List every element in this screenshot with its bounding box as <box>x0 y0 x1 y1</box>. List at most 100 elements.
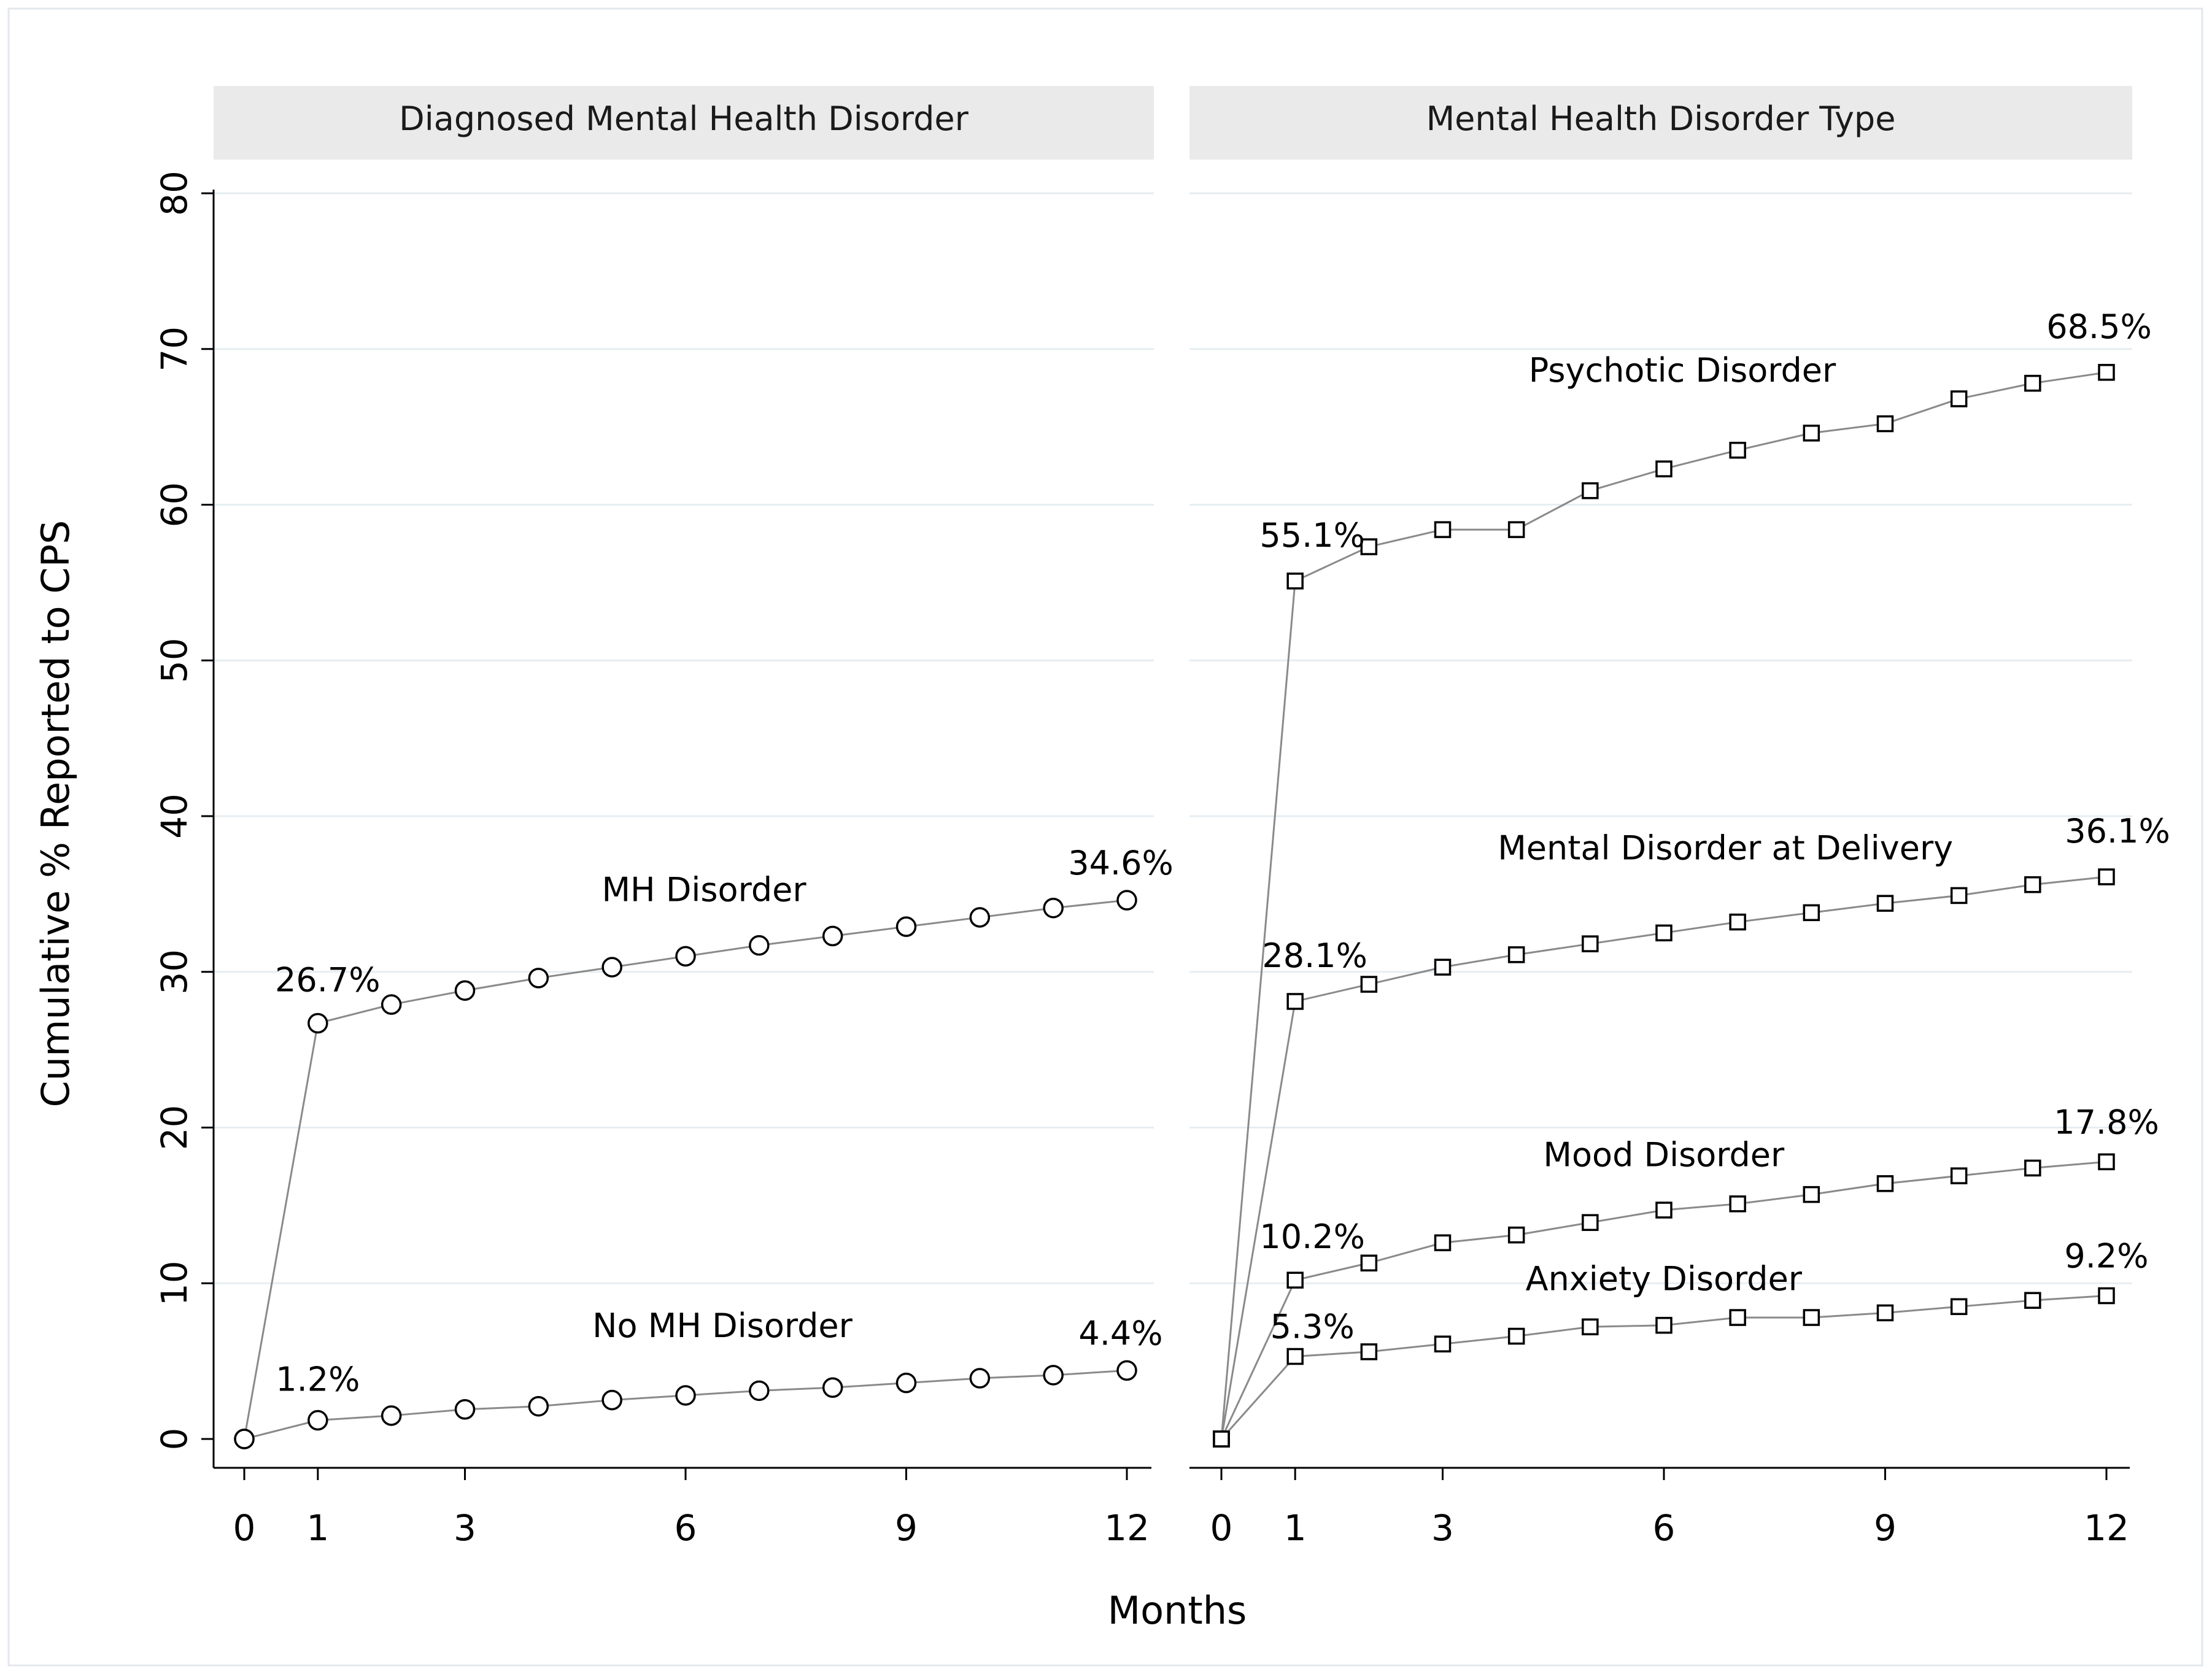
panel-1-no-mh-disorder-point-4 <box>528 1395 549 1417</box>
panel-1-no-mh-disorder-point-7 <box>749 1380 770 1402</box>
panel-2-psychotic-disorder-point-12 <box>2098 364 2115 381</box>
panel-1-mh-disorder-point-2 <box>381 994 402 1015</box>
panel-2-psychotic-disorder-point-7 <box>1729 441 1746 459</box>
panel-2-mental-disorder-at-delivery-point-9 <box>1876 895 1894 912</box>
panel-strips: Diagnosed Mental Health Disorder Mental H… <box>214 86 2132 160</box>
panel-1-mh-disorder-point-8 <box>822 925 843 947</box>
panel-2-anxiety-disorder-name-label: Anxiety Disorder <box>1526 1259 1803 1298</box>
panel-2-mental-disorder-at-delivery-point-1 <box>1286 993 1304 1010</box>
panel-2-anxiety-disorder-point-4 <box>1507 1327 1525 1345</box>
panel-2-mood-disorder-point-7 <box>1729 1195 1746 1213</box>
panel-1-no-mh-disorder-point-2 <box>381 1405 402 1426</box>
panel-2-psychotic-disorder-point-1 <box>1286 573 1304 590</box>
panel-2-x-tick-label-1: 1 <box>1284 1507 1307 1549</box>
panel-1-no-mh-disorder-end-label: 4.4% <box>1078 1314 1162 1352</box>
panel-1-mh-disorder-point-4 <box>528 968 549 989</box>
panel-2-anxiety-disorder-point-12 <box>2098 1287 2115 1305</box>
panel-1-x-tick-label-6: 6 <box>675 1507 697 1549</box>
panel-2-psychotic-disorder-point-10 <box>1950 390 1968 407</box>
y-tick-label-20: 20 <box>153 1105 195 1151</box>
axes-layer: 0 1 3 6 9 12 0 10 20 30 40 50 60 70 80 0 1 3 6 9 12 <box>153 171 2130 1549</box>
panel-2-anxiety-disorder-point-7 <box>1729 1309 1746 1326</box>
panel-2-anxiety-disorder-start-label: 5.3% <box>1270 1308 1355 1346</box>
panel-2-anxiety-disorder-point-9 <box>1876 1304 1894 1322</box>
panel-1-x-tick-label-3: 3 <box>454 1507 476 1549</box>
y-tick-label-30: 30 <box>153 949 195 995</box>
annotation-layer: 26.7% 34.6% MH Disorder 1.2% 4.4% No MH Disor… <box>275 307 2170 1399</box>
panel-2-anxiety-disorder-point-5 <box>1582 1318 1599 1336</box>
panel-1-mh-disorder-point-5 <box>601 957 622 978</box>
panel-2-mood-disorder-point-6 <box>1655 1202 1673 1219</box>
panel-2-anxiety-disorder-point-10 <box>1950 1298 1968 1316</box>
panel-2-x-tick-label-3: 3 <box>1431 1507 1454 1549</box>
series-layer <box>234 364 2115 1449</box>
panel-2-x-tick-label-6: 6 <box>1653 1507 1676 1549</box>
panel-2-mental-disorder-at-delivery-name-label: Mental Disorder at Delivery <box>1498 829 1953 868</box>
y-tick-label-70: 70 <box>153 326 195 372</box>
panel-2-mood-disorder-point-1 <box>1286 1271 1304 1289</box>
panel-2-psychotic-disorder-point-5 <box>1582 482 1599 500</box>
panel-1-mh-disorder-end-label: 34.6% <box>1068 844 1174 882</box>
panel-1-mh-disorder-point-10 <box>969 907 991 928</box>
panel-2-strip <box>1189 86 2132 160</box>
panel-1-mh-disorder-start-label: 26.7% <box>275 960 381 999</box>
panel-2-psychotic-disorder-point-6 <box>1655 460 1673 477</box>
panel-2-mental-disorder-at-delivery-point-11 <box>2024 876 2041 893</box>
panel-2-mental-disorder-at-delivery-point-2 <box>1360 976 1378 993</box>
panel-2-anxiety-disorder-point-3 <box>1434 1335 1452 1352</box>
panel-1-no-mh-disorder-point-3 <box>454 1399 476 1420</box>
y-tick-label-60: 60 <box>153 482 195 528</box>
y-tick-label-10: 10 <box>153 1260 195 1306</box>
panel-2-mood-disorder-point-12 <box>2098 1153 2115 1171</box>
panel-2-anxiety-disorder-end-label: 9.2% <box>2064 1237 2148 1276</box>
panel-1-mh-disorder-name-label: MH Disorder <box>601 870 806 909</box>
panel-2-psychotic-disorder-end-label: 68.5% <box>2046 307 2152 346</box>
panel-1-x-tick-label-9: 9 <box>895 1507 918 1549</box>
panel-2-mood-disorder-point-5 <box>1582 1214 1599 1232</box>
panel-1-x-tick-label-0: 0 <box>233 1507 256 1549</box>
panel-2-mood-disorder-start-label: 10.2% <box>1259 1217 1365 1256</box>
panel-1-mh-disorder-point-1 <box>307 1012 328 1034</box>
panel-1-title: Diagnosed Mental Health Disorder <box>399 99 969 138</box>
panel-2-anxiety-disorder-point-1 <box>1286 1348 1304 1365</box>
y-axis-title: Cumulative % Reported to CPS <box>33 520 78 1108</box>
panel-2-x-tick-label-0: 0 <box>1210 1507 1233 1549</box>
panel-2-mental-disorder-at-delivery-point-7 <box>1729 913 1746 931</box>
panel-1-no-mh-disorder-point-12 <box>1116 1360 1137 1381</box>
panel-2-mental-disorder-at-delivery-point-4 <box>1507 946 1525 963</box>
y-tick-label-50: 50 <box>153 638 195 683</box>
panel-1-mh-disorder-point-7 <box>749 935 770 956</box>
panel-2-mental-disorder-at-delivery-start-label: 28.1% <box>1262 936 1367 975</box>
panel-2-title: Mental Health Disorder Type <box>1426 99 1896 138</box>
panel-2-anxiety-disorder-point-11 <box>2024 1292 2041 1309</box>
panel-1-no-mh-disorder-point-11 <box>1043 1365 1064 1386</box>
panel-2-psychotic-disorder-point-3 <box>1434 521 1452 538</box>
panel-1-no-mh-disorder-point-1 <box>307 1410 328 1431</box>
y-tick-label-80: 80 <box>153 171 195 216</box>
panel-1-no-mh-disorder-point-6 <box>675 1385 696 1406</box>
panel-2-mental-disorder-at-delivery-point-3 <box>1434 958 1452 976</box>
grid-layer <box>214 192 2132 1284</box>
panel-1-no-mh-disorder-start-label: 1.2% <box>276 1360 360 1399</box>
panel-1-no-mh-disorder-point-8 <box>822 1377 843 1398</box>
panel-2-mood-disorder-end-label: 17.8% <box>2054 1103 2159 1141</box>
panel-1-no-mh-disorder-name-label: No MH Disorder <box>592 1306 853 1345</box>
panel-2-anxiety-disorder-point-0 <box>1213 1430 1230 1448</box>
outer-frame <box>7 7 2203 1667</box>
panel-2-mood-disorder-point-2 <box>1360 1254 1378 1272</box>
x-axis-title: Months <box>1108 1588 1247 1633</box>
panel-2-mental-disorder-at-delivery-point-5 <box>1582 935 1599 952</box>
panel-2-anxiety-disorder-point-2 <box>1360 1343 1378 1360</box>
panel-2-anxiety-disorder-point-6 <box>1655 1317 1673 1334</box>
panel-2-mood-disorder-point-11 <box>2024 1159 2041 1177</box>
panel-1-no-mh-disorder-point-10 <box>969 1368 991 1389</box>
panel-2-mood-disorder-point-8 <box>1803 1186 1820 1203</box>
panel-2-mental-disorder-at-delivery-point-6 <box>1655 924 1673 942</box>
panel-1-x-tick-label-1: 1 <box>306 1507 329 1549</box>
panel-1-mh-disorder-point-6 <box>675 946 696 967</box>
panel-2-x-tick-label-12: 12 <box>2084 1507 2129 1549</box>
panel-2-anxiety-disorder-point-8 <box>1803 1309 1820 1326</box>
panel-1-mh-disorder-point-12 <box>1116 890 1137 911</box>
panel-2-mental-disorder-at-delivery-point-10 <box>1950 887 1968 904</box>
